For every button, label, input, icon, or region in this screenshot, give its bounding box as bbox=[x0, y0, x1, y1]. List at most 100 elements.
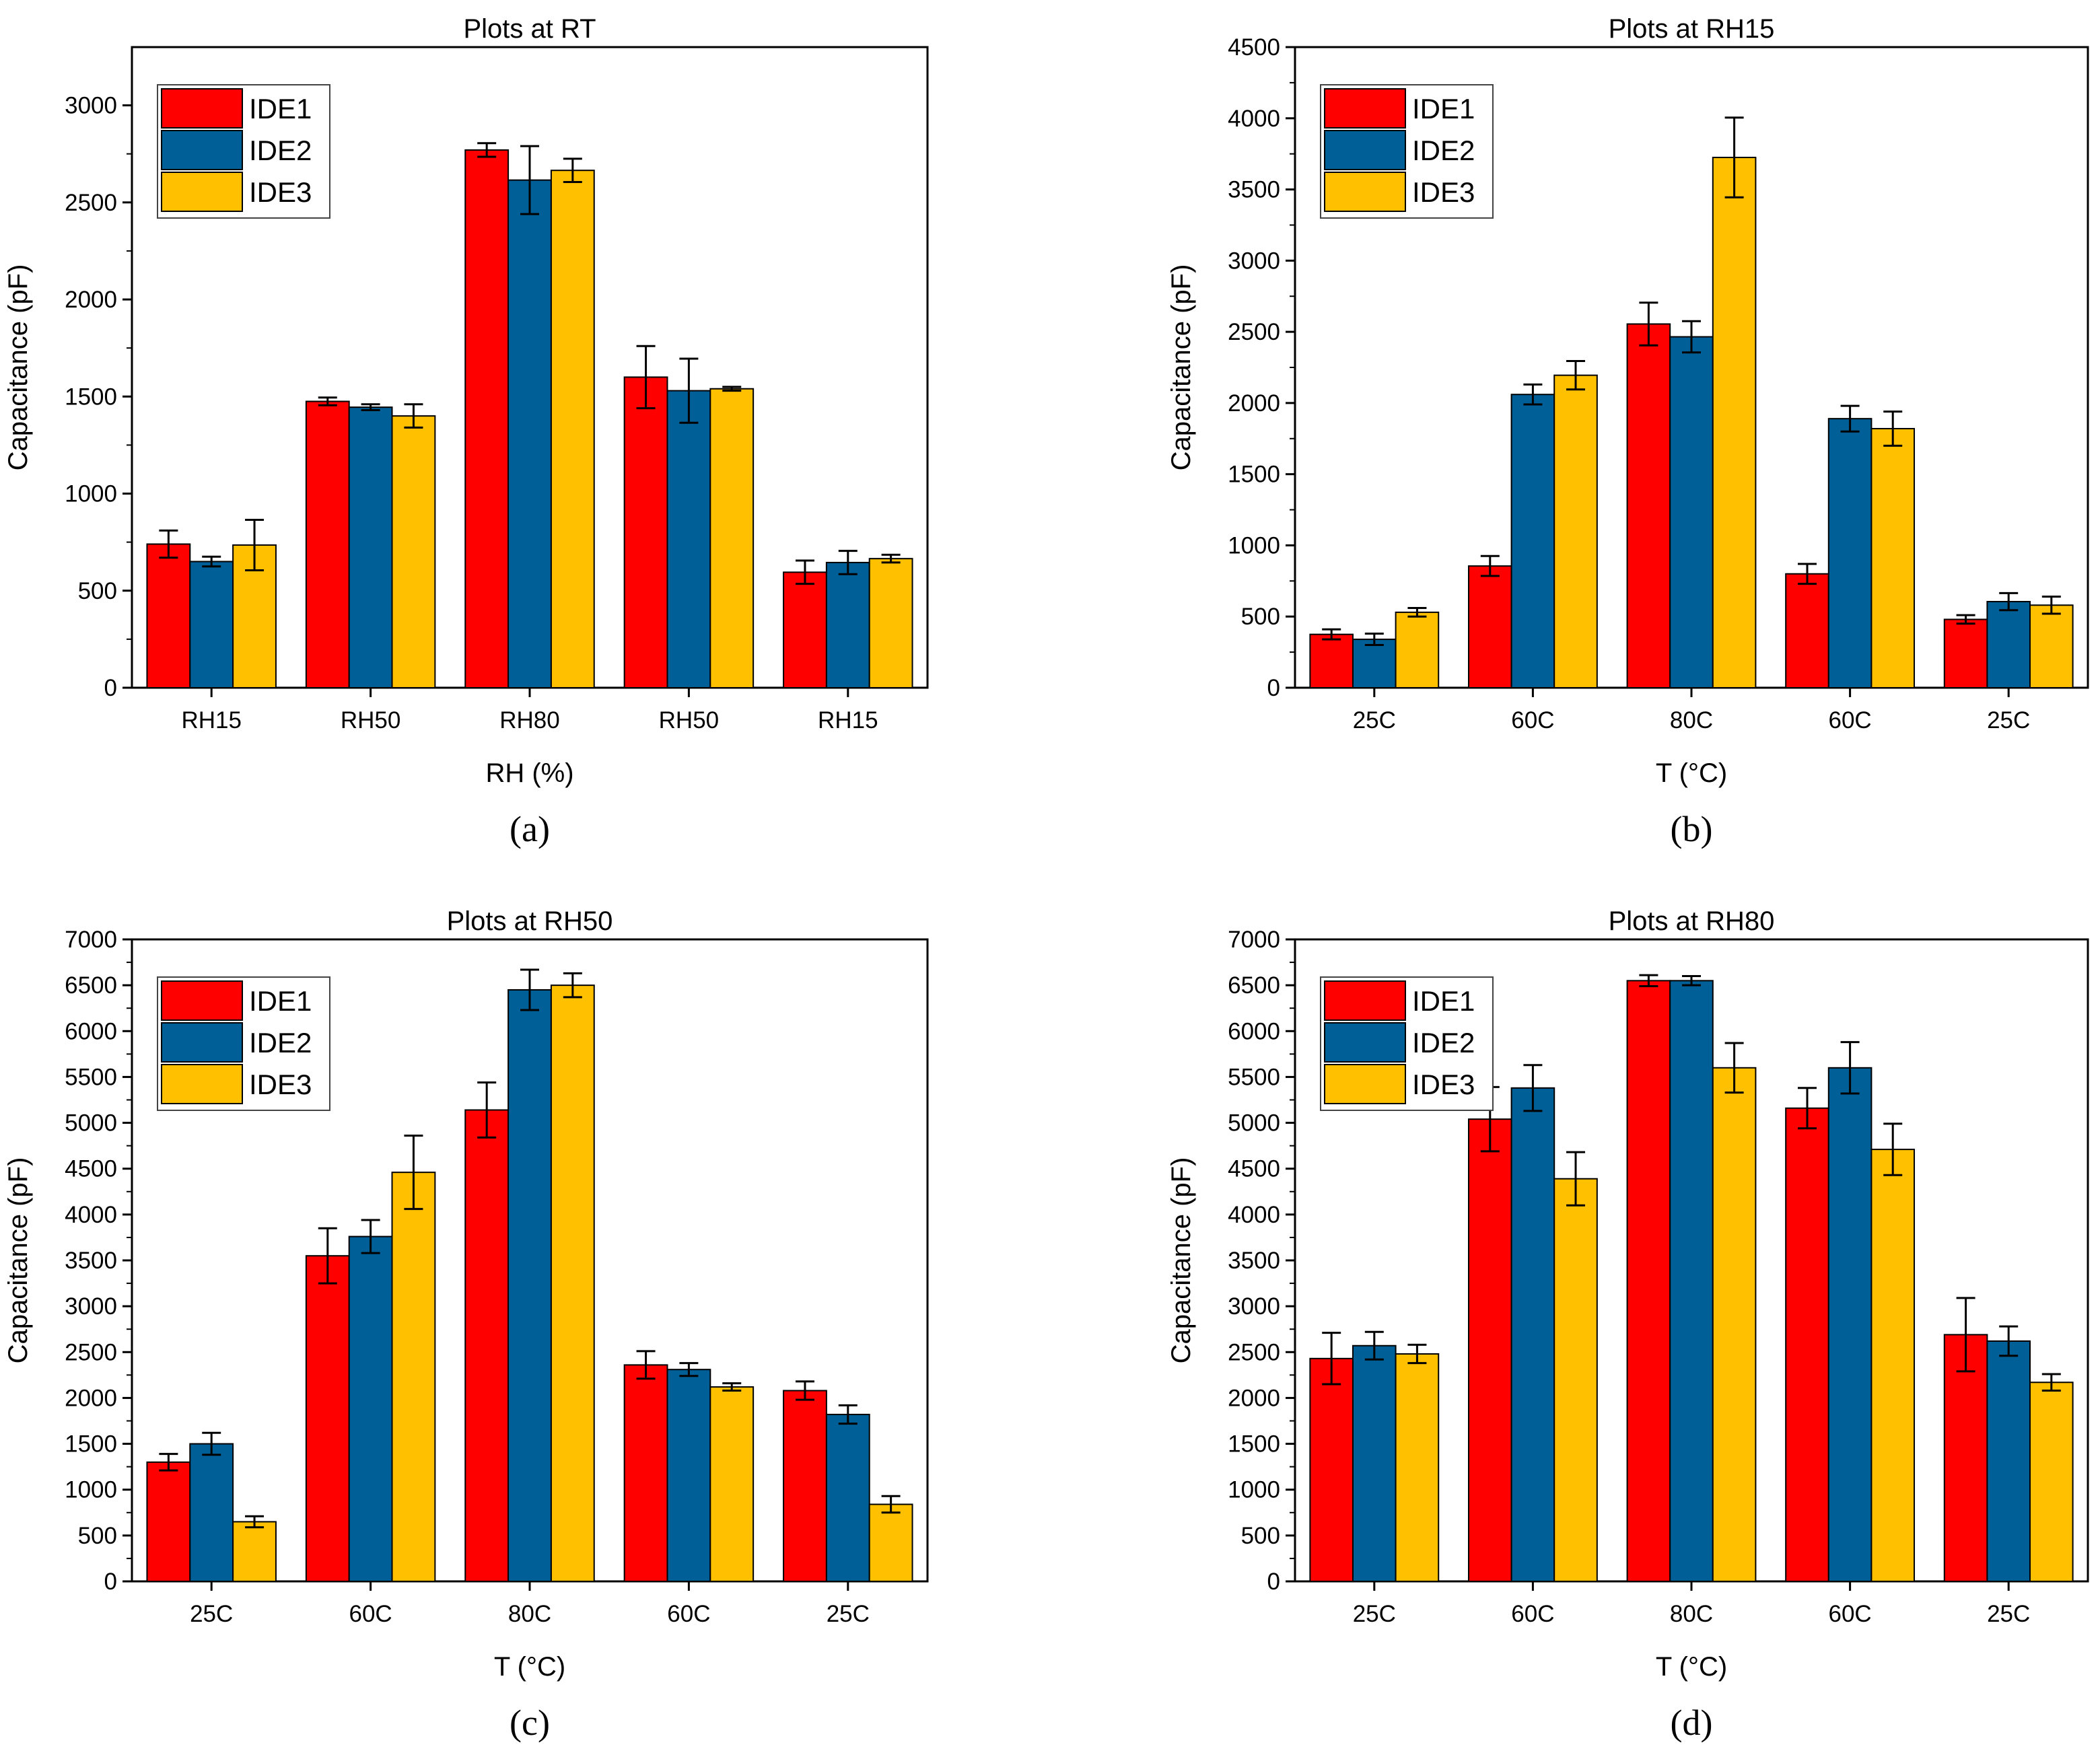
bar-ide2 bbox=[666, 1369, 711, 1583]
x-tick-label: 60C bbox=[1511, 707, 1554, 733]
y-tick-label: 6000 bbox=[65, 1018, 117, 1044]
x-tick-label: 25C bbox=[827, 1601, 870, 1627]
panel-label: (c) bbox=[510, 1702, 550, 1743]
x-tick-label: 25C bbox=[1987, 1601, 2030, 1627]
chart-title: Plots at RH15 bbox=[1609, 14, 1775, 44]
bar-ide2 bbox=[508, 179, 552, 688]
y-tick-label: 500 bbox=[78, 578, 117, 604]
bar-ide3 bbox=[391, 1172, 436, 1583]
legend-swatch-ide2 bbox=[1324, 130, 1406, 170]
chart-panel-c: Plots at RH50 0 500 1000 1500 2000 2500 3000 350… bbox=[3, 906, 929, 1743]
x-tick-label: 80C bbox=[1670, 707, 1713, 733]
x-tick-label: 60C bbox=[667, 1601, 710, 1627]
y-tick-label: 1500 bbox=[1228, 462, 1280, 488]
bar-ide1 bbox=[1626, 980, 1671, 1583]
legend-swatch-ide3 bbox=[161, 1064, 243, 1104]
bar-ide2 bbox=[1510, 394, 1555, 688]
y-tick-label: 1000 bbox=[1228, 532, 1280, 559]
x-tick-label: RH50 bbox=[341, 707, 400, 733]
x-axis-label: T (°C) bbox=[1656, 1652, 1727, 1682]
y-tick-label: 0 bbox=[104, 675, 117, 701]
legend-swatch-ide1 bbox=[1324, 88, 1406, 129]
legend-label-ide3: IDE3 bbox=[1412, 1069, 1475, 1100]
legend-swatch-ide1 bbox=[161, 88, 243, 129]
bar-ide2 bbox=[825, 561, 870, 688]
chart-title: Plots at RT bbox=[463, 14, 596, 44]
legend-label-ide2: IDE2 bbox=[249, 135, 312, 166]
y-tick-label: 4500 bbox=[1228, 34, 1280, 61]
legend-swatch-ide3 bbox=[161, 172, 243, 212]
bar-ide3 bbox=[709, 388, 755, 688]
y-tick-label: 5000 bbox=[65, 1110, 117, 1137]
y-axis-label: Capacitance (pF) bbox=[1166, 1157, 1196, 1364]
bar-ide3 bbox=[550, 170, 595, 689]
x-tick-label: 60C bbox=[349, 1601, 392, 1627]
y-tick-label: 4500 bbox=[1228, 1156, 1280, 1182]
y-tick-label: 6500 bbox=[65, 972, 117, 999]
chart-panel-b: Plots at RH15 0 500 1000 1500 2000 2500 3000 350… bbox=[1166, 14, 2089, 849]
bar-ide1 bbox=[305, 400, 350, 688]
y-tick-label: 2500 bbox=[65, 1339, 117, 1365]
bar-ide2 bbox=[1510, 1087, 1555, 1582]
x-tick-label: 60C bbox=[1828, 1601, 1871, 1627]
bar-ide1 bbox=[1785, 573, 1829, 688]
bar-ide2 bbox=[1986, 601, 2031, 689]
y-tick-label: 7000 bbox=[1228, 927, 1280, 953]
bar-ide2 bbox=[348, 406, 393, 688]
bar-ide1 bbox=[464, 1109, 510, 1582]
bar-ide1 bbox=[623, 1364, 668, 1582]
y-tick-label: 3500 bbox=[65, 1248, 117, 1274]
y-tick-label: 1000 bbox=[1228, 1477, 1280, 1503]
y-tick-label: 500 bbox=[1241, 604, 1280, 630]
y-tick-label: 3000 bbox=[1228, 248, 1280, 274]
y-tick-label: 3500 bbox=[1228, 1248, 1280, 1274]
y-tick-label: 4000 bbox=[65, 1202, 117, 1228]
bar-ide3 bbox=[2029, 604, 2074, 689]
legend-swatch-ide3 bbox=[1324, 1064, 1406, 1104]
bar-ide3 bbox=[232, 1521, 277, 1583]
bar-ide3 bbox=[1712, 1067, 1757, 1583]
legend-swatch-ide3 bbox=[1324, 172, 1406, 212]
chart-panel-a: Plots at RT 0 500 1000 1500 2000 2500 3000 Capac… bbox=[3, 14, 929, 849]
y-tick-label: 1500 bbox=[65, 384, 117, 410]
legend-swatch-ide2 bbox=[1324, 1022, 1406, 1063]
y-tick-label: 500 bbox=[78, 1523, 117, 1549]
panel-label: (b) bbox=[1671, 809, 1713, 849]
bar-ide3 bbox=[232, 544, 277, 688]
bar-ide2 bbox=[1669, 980, 1714, 1583]
bar-ide3 bbox=[868, 1503, 913, 1583]
bar-ide3 bbox=[1553, 374, 1598, 688]
legend-label-ide1: IDE1 bbox=[1412, 93, 1475, 124]
bar-ide1 bbox=[783, 571, 827, 688]
x-tick-label: 80C bbox=[1670, 1601, 1713, 1627]
y-tick-label: 5000 bbox=[1228, 1110, 1280, 1137]
legend-label-ide3: IDE3 bbox=[249, 176, 312, 208]
y-tick-label: 4000 bbox=[1228, 106, 1280, 132]
x-tick-label: RH50 bbox=[659, 707, 719, 733]
y-tick-label: 2000 bbox=[1228, 390, 1280, 417]
y-tick-label: 3000 bbox=[65, 1293, 117, 1320]
bar-ide1 bbox=[1309, 1357, 1354, 1582]
bar-ide1 bbox=[146, 1461, 191, 1583]
x-tick-label: 80C bbox=[508, 1601, 551, 1627]
x-tick-label: RH15 bbox=[181, 707, 241, 733]
bar-ide3 bbox=[1712, 156, 1757, 688]
bar-ide3 bbox=[709, 1386, 755, 1582]
bar-ide2 bbox=[1986, 1340, 2031, 1582]
bar-ide3 bbox=[1395, 1353, 1440, 1583]
bar-ide2 bbox=[189, 1443, 234, 1583]
bar-ide1 bbox=[464, 149, 510, 688]
y-tick-label: 7000 bbox=[65, 927, 117, 953]
x-axis-label: T (°C) bbox=[1656, 758, 1727, 788]
legend-label-ide3: IDE3 bbox=[249, 1069, 312, 1100]
legend-label-ide1: IDE1 bbox=[249, 985, 312, 1017]
bar-ide3 bbox=[1395, 611, 1440, 688]
bar-ide3 bbox=[1870, 427, 1916, 688]
legend-swatch-ide1 bbox=[161, 980, 243, 1021]
legend-label-ide1: IDE1 bbox=[249, 93, 312, 124]
y-tick-label: 2000 bbox=[65, 287, 117, 313]
bar-ide1 bbox=[783, 1390, 827, 1582]
y-tick-label: 500 bbox=[1241, 1523, 1280, 1549]
y-tick-label: 6000 bbox=[1228, 1018, 1280, 1044]
bar-ide2 bbox=[1352, 1344, 1397, 1582]
